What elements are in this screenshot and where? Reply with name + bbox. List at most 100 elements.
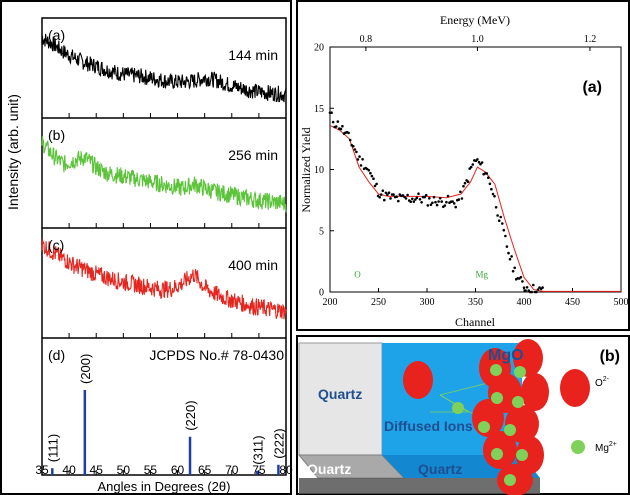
rbs-data-point [479,162,482,166]
rbs-data-point [424,193,428,197]
xrd-tick-label: 75 [252,463,266,477]
reference-peak-label: (222) [271,428,286,458]
rbs-data-point [535,290,538,294]
rbs-data-point [493,194,496,198]
magnesium-ion [504,474,516,486]
rbs-data-point [488,182,492,186]
series-c-label: 400 min [228,257,278,273]
magnesium-ion [516,449,528,461]
rbs-panel-label: (a) [582,79,602,96]
rbs-y-tick-label: 20 [314,43,324,54]
rbs-data-point [341,124,344,128]
rbs-data-point [508,257,512,261]
rbs-top-tick-label: 0.8 [360,34,373,45]
rbs-data-point [383,198,386,202]
rbs-data-point [469,165,473,169]
rbs-data-point [355,150,358,154]
xrd-tick-label: 80 [279,463,293,477]
rbs-data-point [372,177,375,180]
substrate-base [299,478,540,494]
rbs-data-point [440,200,444,203]
rbs-data-point [504,234,507,238]
reference-peak-label: (220) [183,400,198,430]
rbs-annotations: O Mg [354,269,488,279]
rbs-ylabel: Normalized Yield [299,127,313,212]
series-a-letter: (a) [48,27,65,43]
rbs-data-point [491,192,495,196]
series-b-label: 256 min [228,147,278,163]
rbs-data-point [445,200,448,204]
xrd-tick-label: 40 [62,463,76,477]
rbs-data-point [480,161,484,164]
rbs-data-point [353,148,357,151]
rbs-data-point [370,174,374,178]
oxygen-ion [403,361,433,399]
rbs-y-tick-label: 0 [319,288,324,299]
rbs-data-point [471,163,475,166]
rbs-data-point [485,172,489,175]
rbs-data-point [463,181,467,185]
rbs-data-point [379,193,383,196]
rbs-data-point [359,164,363,167]
xrd-series-line [41,136,287,213]
rbs-axes: 200 250 300 350 400 450 500 0 5 10 15 20 0.8 1.0 1.2 [314,34,629,308]
xrd-tick-label: 35 [35,463,49,477]
xrd-x-ticks: 35 40 45 50 55 60 65 70 75 80 [35,113,293,477]
xrd-reference-group: (111) (200) (220) (311) (222) [45,354,286,475]
rbs-data-point [510,255,513,258]
rbs-data-point [499,215,503,219]
rbs-data-point [339,127,343,131]
rbs-x-tick-label: 300 [420,297,435,308]
rbs-data-point [432,195,436,199]
mg-ion-symbol: Mg [595,443,609,454]
quartz-left-label: Quartz [318,386,362,402]
rbs-panel-border [296,0,630,331]
rbs-data-point [536,288,540,291]
xrd-tick-label: 45 [90,463,104,477]
rbs-x-tick-label: 200 [323,297,338,308]
magnesium-ion [504,424,516,436]
rbs-data-point [417,192,420,195]
rbs-points-group [328,111,544,294]
rbs-data-point [437,200,440,203]
rbs-data-point [525,286,529,289]
rbs-data-point [541,286,544,289]
rbs-data-point [397,199,400,203]
series-b-letter: (b) [48,127,65,143]
rbs-data-point [348,138,352,142]
rbs-data-point [428,197,431,200]
rbs-data-point [477,160,481,164]
rbs-data-point [446,194,450,198]
rbs-data-point [507,251,510,255]
rbs-data-point [406,193,409,197]
rbs-data-point [367,169,371,172]
rbs-data-point [454,205,458,209]
quartz-bottom-label: Quartz [307,461,351,477]
rbs-data-point [460,197,464,200]
rbs-x-tick-label: 450 [565,297,580,308]
rbs-data-point [513,266,516,270]
mg-ion-charge: 2+ [609,441,617,448]
rbs-data-point [434,200,437,204]
rbs-data-point [497,219,501,222]
rbs-data-point [381,189,385,192]
rbs-data-point [426,204,430,207]
reference-peak-label: (200) [78,354,93,384]
rbs-y-tick-label: 15 [314,104,324,115]
rbs-y-tick-label: 10 [314,165,324,176]
rbs-data-point [438,196,442,200]
rbs-data-point [530,290,534,294]
rbs-data-point [352,145,355,148]
rbs-x-tick-label: 400 [517,297,532,308]
rbs-data-point [435,203,439,207]
magnesium-ion [490,364,502,376]
rbs-panel: Energy (MeV) Normalized Yield Channel (a… [296,0,630,331]
reference-peak-label: (311) [250,435,265,464]
diagram-panel: Quartz Quartz Quartz Diffused Ions [296,335,630,495]
rbs-data-point [369,171,372,175]
rbs-data-point [466,180,470,183]
rbs-data-point [494,206,498,209]
reference-label: JCPDS No.# 78-0430 [149,347,284,363]
rbs-data-point [502,228,506,232]
